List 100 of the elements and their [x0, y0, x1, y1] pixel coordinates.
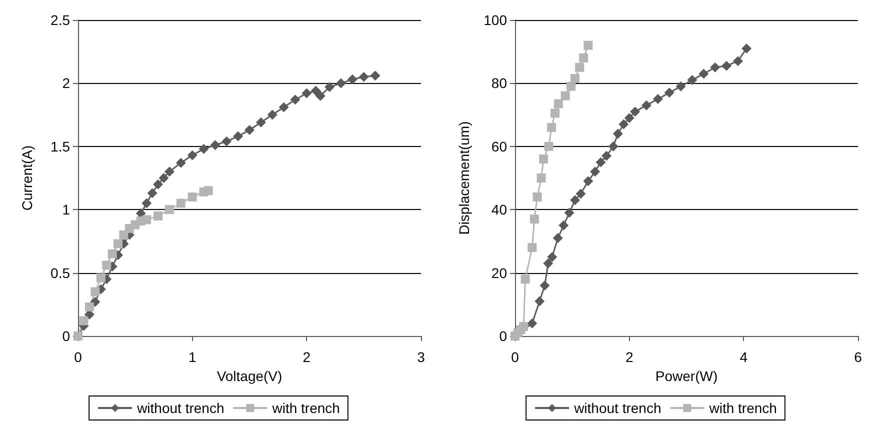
point [552, 233, 563, 244]
point [698, 68, 709, 79]
point [164, 205, 174, 214]
point [564, 208, 574, 218]
point [547, 122, 556, 132]
point [536, 174, 546, 182]
point [687, 75, 698, 86]
point [560, 91, 570, 100]
y-tick-label: 0.5 [50, 264, 70, 281]
point [583, 176, 594, 186]
point [310, 86, 321, 96]
point [222, 136, 232, 146]
point [528, 243, 537, 252]
x-tick-label: 0 [511, 349, 520, 365]
point [79, 316, 88, 326]
x-tick-label: 4 [740, 349, 748, 365]
point [601, 150, 612, 161]
point [570, 195, 580, 206]
point [570, 74, 580, 83]
point [347, 74, 358, 84]
point [90, 287, 100, 296]
point [576, 188, 586, 199]
x-tick-label: 2 [302, 349, 311, 365]
y-tick-label: 100 [484, 12, 508, 28]
point [358, 72, 369, 82]
x-tick-label: 2 [625, 349, 634, 365]
point [532, 192, 542, 202]
point [664, 88, 674, 98]
y-tick-label: 80 [491, 75, 508, 92]
y-tick-label: 0 [499, 328, 508, 344]
legend-label: with trench [708, 400, 777, 416]
point [558, 220, 569, 230]
point [315, 90, 326, 101]
point [154, 211, 163, 220]
point [676, 81, 686, 92]
point [302, 88, 312, 98]
point [575, 62, 584, 72]
point [554, 99, 563, 108]
y-tick-label: 2 [62, 75, 70, 92]
point [596, 157, 606, 168]
point [324, 82, 335, 92]
legend-label: without trench [573, 400, 662, 416]
y-tick-label: 2.5 [50, 12, 70, 28]
point [540, 280, 550, 290]
point [742, 43, 752, 54]
x-axis-title: Power(W) [655, 368, 718, 384]
x-tick-label: 0 [74, 349, 82, 365]
point [608, 141, 618, 152]
point [142, 215, 152, 224]
point [336, 78, 346, 88]
point [210, 140, 220, 150]
y-tick-label: 20 [491, 264, 508, 281]
point [543, 258, 554, 268]
point [96, 273, 106, 282]
x-tick-label: 6 [854, 349, 862, 365]
point [544, 142, 554, 151]
point [198, 144, 209, 154]
point [278, 102, 289, 112]
point [256, 117, 266, 128]
point [244, 124, 254, 135]
point [624, 112, 634, 123]
point [370, 70, 380, 81]
point [153, 179, 164, 190]
y-tick-label: 1 [62, 202, 70, 218]
point [618, 119, 629, 130]
y-tick-label: 40 [491, 202, 508, 218]
point [590, 166, 600, 177]
point [550, 108, 560, 118]
y-axis-title: Current(A) [19, 145, 35, 211]
legend-label: with trench [271, 400, 340, 416]
point [641, 100, 652, 110]
point [527, 318, 538, 328]
point [290, 94, 300, 105]
point [102, 260, 112, 270]
point [142, 198, 152, 208]
point [176, 158, 186, 168]
point [530, 214, 539, 224]
point [519, 322, 528, 332]
x-tick-label: 1 [188, 349, 196, 365]
point [187, 150, 198, 160]
y-tick-label: 1.5 [50, 138, 70, 154]
x-tick-label: 3 [417, 349, 426, 365]
point [630, 106, 640, 117]
point [566, 82, 576, 91]
point [164, 166, 174, 177]
point [547, 252, 558, 262]
legend-label: without trench [136, 400, 224, 416]
y-tick-label: 60 [491, 138, 508, 154]
point [176, 198, 186, 208]
point [147, 188, 158, 198]
point [732, 56, 743, 66]
point [204, 186, 213, 196]
point [722, 60, 732, 71]
x-axis-title: Voltage(V) [216, 368, 282, 384]
point [520, 274, 530, 284]
point [158, 173, 169, 183]
point [233, 131, 244, 142]
point [108, 249, 117, 258]
point [612, 128, 623, 139]
point [267, 110, 278, 120]
